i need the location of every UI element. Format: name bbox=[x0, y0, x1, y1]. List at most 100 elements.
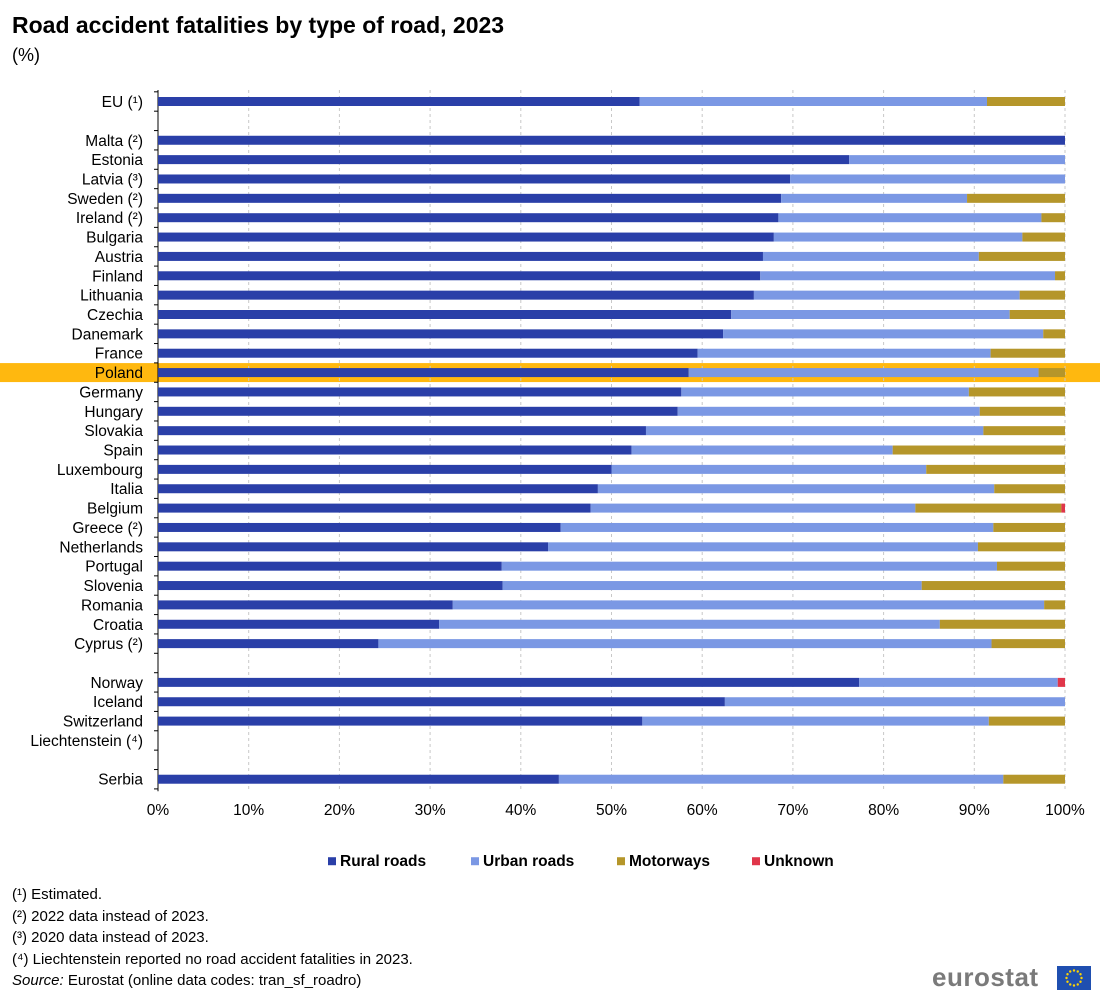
bar-12-motorways bbox=[1043, 329, 1065, 339]
legend-swatch-2 bbox=[471, 857, 479, 866]
bar-19-motorways bbox=[926, 464, 1065, 474]
category-label-5: Sweden (²) bbox=[67, 191, 143, 208]
bar-31-rural-roads bbox=[158, 716, 643, 726]
category-label-10: Lithuania bbox=[80, 288, 143, 305]
bar-16-urban-roads bbox=[677, 406, 980, 416]
bar-29-rural-roads bbox=[158, 677, 860, 687]
bar-9-rural-roads bbox=[158, 271, 761, 281]
bar-6-urban-roads bbox=[778, 213, 1042, 223]
x-tick-label-3: 30% bbox=[415, 802, 446, 819]
legend-label-3: Motorways bbox=[629, 853, 710, 870]
x-tick-label-0: 0% bbox=[147, 802, 170, 819]
footnote-3: (³) 2020 data instead of 2023. bbox=[12, 929, 209, 946]
bar-13-urban-roads bbox=[697, 348, 991, 358]
bar-9-urban-roads bbox=[760, 271, 1056, 281]
legend-label-2: Urban roads bbox=[483, 853, 574, 870]
footnote-2: (²) 2022 data instead of 2023. bbox=[12, 907, 209, 925]
bar-4-urban-roads bbox=[790, 174, 1065, 184]
category-label-14: Poland bbox=[95, 365, 143, 382]
bar-6-motorways bbox=[1041, 213, 1065, 223]
category-label-26: Romania bbox=[81, 597, 143, 614]
bar-5-rural-roads bbox=[158, 193, 782, 203]
bar-22-rural-roads bbox=[158, 522, 561, 532]
category-label-27: Croatia bbox=[93, 617, 143, 634]
category-label-19: Luxembourg bbox=[57, 462, 143, 479]
source-label: Source: bbox=[12, 972, 64, 989]
bar-15-rural-roads bbox=[158, 387, 682, 397]
source-line: Source: Eurostat (online data codes: tra… bbox=[12, 972, 361, 989]
bar-27-motorways bbox=[939, 619, 1065, 629]
legend-label-4: Unknown bbox=[764, 853, 834, 870]
category-label-33: Serbia bbox=[98, 772, 143, 789]
category-label-21: Belgium bbox=[87, 501, 143, 518]
bar-23-urban-roads bbox=[548, 542, 978, 552]
category-label-12: Danemark bbox=[72, 326, 144, 343]
category-label-2: Malta (²) bbox=[85, 133, 143, 150]
category-label-28: Cyprus (²) bbox=[74, 636, 143, 653]
category-label-16: Hungary bbox=[84, 404, 143, 421]
bar-4-rural-roads bbox=[158, 174, 791, 184]
category-label-9: Finland bbox=[92, 268, 143, 285]
category-label-6: Ireland (²) bbox=[76, 210, 143, 227]
bar-24-rural-roads bbox=[158, 561, 502, 571]
bar-9-motorways bbox=[1055, 271, 1065, 281]
x-tick-label-2: 20% bbox=[324, 802, 355, 819]
bar-16-rural-roads bbox=[158, 406, 678, 416]
category-label-15: Germany bbox=[79, 384, 143, 401]
bar-12-rural-roads bbox=[158, 329, 724, 339]
bar-17-rural-roads bbox=[158, 426, 646, 436]
bar-26-urban-roads bbox=[452, 600, 1045, 610]
bar-28-urban-roads bbox=[378, 639, 992, 649]
bar-13-motorways bbox=[990, 348, 1065, 358]
bar-11-urban-roads bbox=[731, 310, 1010, 319]
bar-33-urban-roads bbox=[558, 774, 1004, 784]
category-label-1: EU (¹) bbox=[102, 94, 143, 111]
bar-14-motorways bbox=[1038, 368, 1065, 378]
category-label-29: Norway bbox=[90, 675, 143, 692]
bar-27-rural-roads bbox=[158, 619, 440, 629]
x-tick-label-10: 100% bbox=[1045, 802, 1085, 819]
category-label-23: Netherlands bbox=[59, 539, 143, 556]
bar-19-rural-roads bbox=[158, 464, 612, 474]
bar-20-rural-roads bbox=[158, 484, 598, 494]
bar-18-motorways bbox=[892, 445, 1065, 455]
bar-20-urban-roads bbox=[597, 484, 995, 494]
legend-swatch-4 bbox=[752, 857, 760, 866]
bar-8-urban-roads bbox=[762, 251, 979, 261]
bar-6-rural-roads bbox=[158, 213, 779, 223]
bar-14-urban-roads bbox=[688, 368, 1039, 378]
category-label-3: Estonia bbox=[91, 152, 143, 169]
bar-10-rural-roads bbox=[158, 290, 754, 300]
legend-swatch-1 bbox=[328, 857, 336, 866]
x-tick-label-7: 70% bbox=[777, 802, 808, 819]
bar-17-motorways bbox=[983, 426, 1065, 436]
eurostat-wordmark: eurostat bbox=[932, 962, 1039, 992]
bar-31-motorways bbox=[988, 716, 1065, 726]
bar-7-rural-roads bbox=[158, 232, 774, 242]
footnote-4: (⁴) Liechtenstein reported no road accid… bbox=[12, 950, 413, 968]
stacked-bar-chart: EU (¹) Malta (²) Estonia Latvia (³) Sweden (… bbox=[0, 90, 1100, 870]
bar-13-rural-roads bbox=[158, 348, 698, 358]
eu-flag-icon bbox=[1057, 966, 1091, 990]
category-label-4: Latvia (³) bbox=[82, 171, 143, 188]
source-text: Eurostat (online data codes: tran_sf_roa… bbox=[67, 972, 362, 989]
bar-14-rural-roads bbox=[158, 368, 689, 378]
legend-swatch-3 bbox=[617, 857, 625, 866]
bar-23-motorways bbox=[977, 542, 1065, 552]
bar-21-unknown bbox=[1061, 503, 1065, 513]
x-tick-label-5: 50% bbox=[596, 802, 627, 819]
bar-19-urban-roads bbox=[611, 464, 927, 474]
chart-title: Road accident fatalities by type of road… bbox=[12, 12, 505, 38]
bar-10-motorways bbox=[1019, 290, 1065, 300]
bar-11-motorways bbox=[1009, 310, 1065, 319]
category-label-11: Czechia bbox=[87, 307, 143, 324]
bar-31-urban-roads bbox=[642, 716, 989, 726]
chart-subtitle: (%) bbox=[12, 45, 40, 65]
bar-26-motorways bbox=[1044, 600, 1065, 610]
bar-22-urban-roads bbox=[560, 522, 994, 532]
category-label-32: Liechtenstein (⁴) bbox=[30, 733, 143, 750]
category-label-17: Slovakia bbox=[84, 423, 143, 440]
bar-29-urban-roads bbox=[859, 677, 1058, 687]
bar-25-rural-roads bbox=[158, 581, 503, 591]
bar-27-urban-roads bbox=[439, 619, 940, 629]
